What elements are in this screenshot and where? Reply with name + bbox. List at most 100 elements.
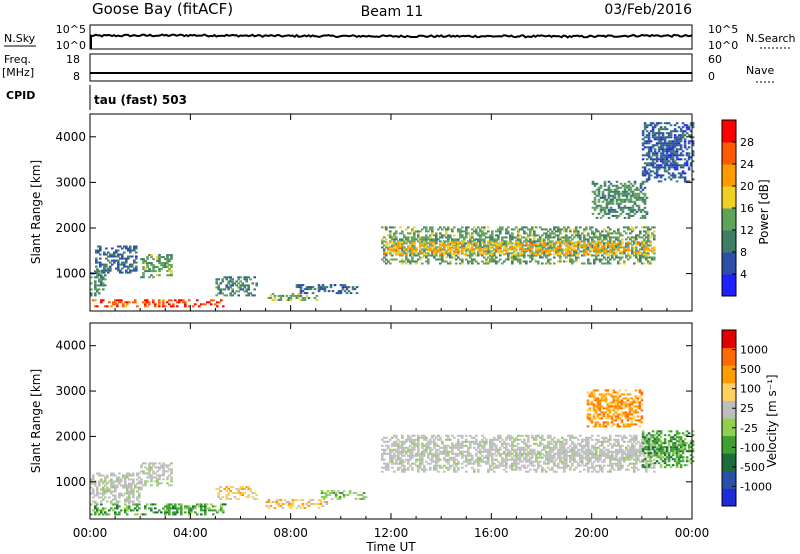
range-gate-cell	[681, 132, 685, 135]
range-gate-cell	[397, 452, 400, 455]
range-gate-cell	[583, 230, 586, 233]
range-gate-cell	[119, 263, 122, 266]
range-gate-cell	[465, 456, 468, 459]
range-gate-cell	[391, 448, 394, 451]
range-gate-cell	[667, 160, 671, 163]
range-gate-cell	[671, 166, 675, 169]
range-gate-cell	[553, 460, 556, 463]
range-gate-cell	[593, 208, 597, 211]
range-gate-cell	[515, 452, 518, 455]
range-gate-cell	[667, 164, 671, 167]
range-gate-cell	[112, 472, 115, 475]
range-gate-cell	[593, 456, 596, 459]
range-gate-cell	[419, 458, 422, 461]
range-gate-cell	[579, 448, 582, 451]
colorbar-tick-label: 8	[740, 246, 747, 259]
range-gate-cell	[477, 246, 480, 249]
range-gate-cell	[103, 253, 106, 256]
range-gate-cell	[463, 450, 466, 453]
range-gate-cell	[641, 245, 644, 248]
range-gate-cell	[649, 241, 652, 244]
range-gate-cell	[98, 272, 101, 275]
range-gate-cell	[180, 299, 183, 302]
range-gate-cell	[435, 462, 438, 465]
range-gate-cell	[421, 468, 424, 471]
range-gate-cell	[166, 470, 169, 473]
range-gate-cell	[385, 448, 388, 451]
range-gate-cell	[517, 241, 520, 244]
range-gate-cell	[563, 241, 566, 244]
range-gate-cell	[587, 243, 590, 246]
range-gate-cell	[563, 452, 566, 455]
range-gate-cell	[301, 505, 305, 507]
nsearch-tick-top: 10^5	[708, 23, 738, 36]
range-gate-cell	[429, 247, 432, 250]
range-gate-cell	[587, 448, 590, 451]
range-gate-cell	[425, 243, 428, 246]
range-gate-cell	[138, 476, 141, 479]
range-gate-cell	[479, 456, 482, 459]
range-gate-cell	[569, 241, 572, 244]
range-gate-cell	[435, 458, 438, 461]
range-gate-cell	[399, 460, 402, 463]
range-gate-cell	[247, 486, 250, 488]
range-gate-cell	[487, 452, 490, 455]
range-gate-cell	[523, 464, 526, 467]
range-gate-cell	[447, 462, 450, 465]
range-gate-cell	[535, 240, 538, 243]
range-gate-cell	[217, 492, 220, 494]
range-gate-cell	[617, 206, 621, 209]
range-gate-cell	[132, 480, 135, 483]
range-gate-cell	[519, 452, 522, 455]
range-gate-cell	[573, 230, 576, 233]
range-gate-cell	[593, 184, 597, 187]
range-gate-cell	[671, 164, 675, 167]
range-gate-cell	[399, 462, 402, 465]
range-gate-cell	[575, 452, 578, 455]
range-gate-cell	[415, 254, 418, 257]
range-gate-cell	[565, 256, 568, 259]
range-gate-cell	[381, 438, 384, 441]
range-gate-cell	[659, 158, 663, 161]
range-gate-cell	[579, 234, 582, 237]
range-gate-cell	[679, 152, 683, 155]
range-gate-cell	[104, 496, 107, 499]
range-gate-cell	[445, 256, 448, 259]
range-gate-cell	[125, 259, 128, 262]
range-gate-cell	[517, 252, 520, 255]
range-gate-cell	[447, 228, 450, 231]
range-gate-cell	[577, 241, 580, 244]
range-gate-cell	[146, 476, 149, 479]
range-gate-cell	[601, 470, 604, 473]
range-gate-cell	[413, 444, 416, 447]
range-gate-cell	[655, 138, 659, 141]
range-gate-cell	[100, 511, 103, 514]
range-gate-cell	[565, 228, 568, 231]
range-gate-cell	[527, 436, 530, 439]
range-gate-cell	[595, 442, 598, 445]
range-gate-cell	[249, 278, 252, 281]
range-gate-cell	[172, 507, 175, 510]
range-gate-cell	[549, 468, 552, 471]
range-gate-cell	[579, 444, 582, 447]
range-gate-cell	[657, 164, 661, 167]
range-gate-cell	[469, 248, 472, 251]
range-gate-cell	[569, 456, 572, 459]
range-gate-cell	[174, 511, 177, 514]
range-gate-cell	[635, 241, 638, 244]
range-gate-cell	[94, 288, 97, 291]
range-gate-cell	[601, 192, 605, 195]
range-gate-cell	[629, 190, 633, 193]
range-gate-cell	[133, 259, 136, 262]
range-gate-cell	[521, 440, 524, 443]
range-gate-cell	[465, 242, 468, 245]
range-gate-cell	[389, 241, 392, 244]
range-gate-cell	[679, 148, 683, 151]
range-gate-cell	[473, 258, 476, 261]
range-gate-cell	[305, 294, 309, 297]
range-gate-cell	[111, 247, 114, 250]
range-gate-cell	[513, 236, 516, 239]
range-gate-cell	[190, 509, 193, 512]
range-gate-cell	[393, 240, 396, 243]
range-gate-cell	[451, 452, 454, 455]
